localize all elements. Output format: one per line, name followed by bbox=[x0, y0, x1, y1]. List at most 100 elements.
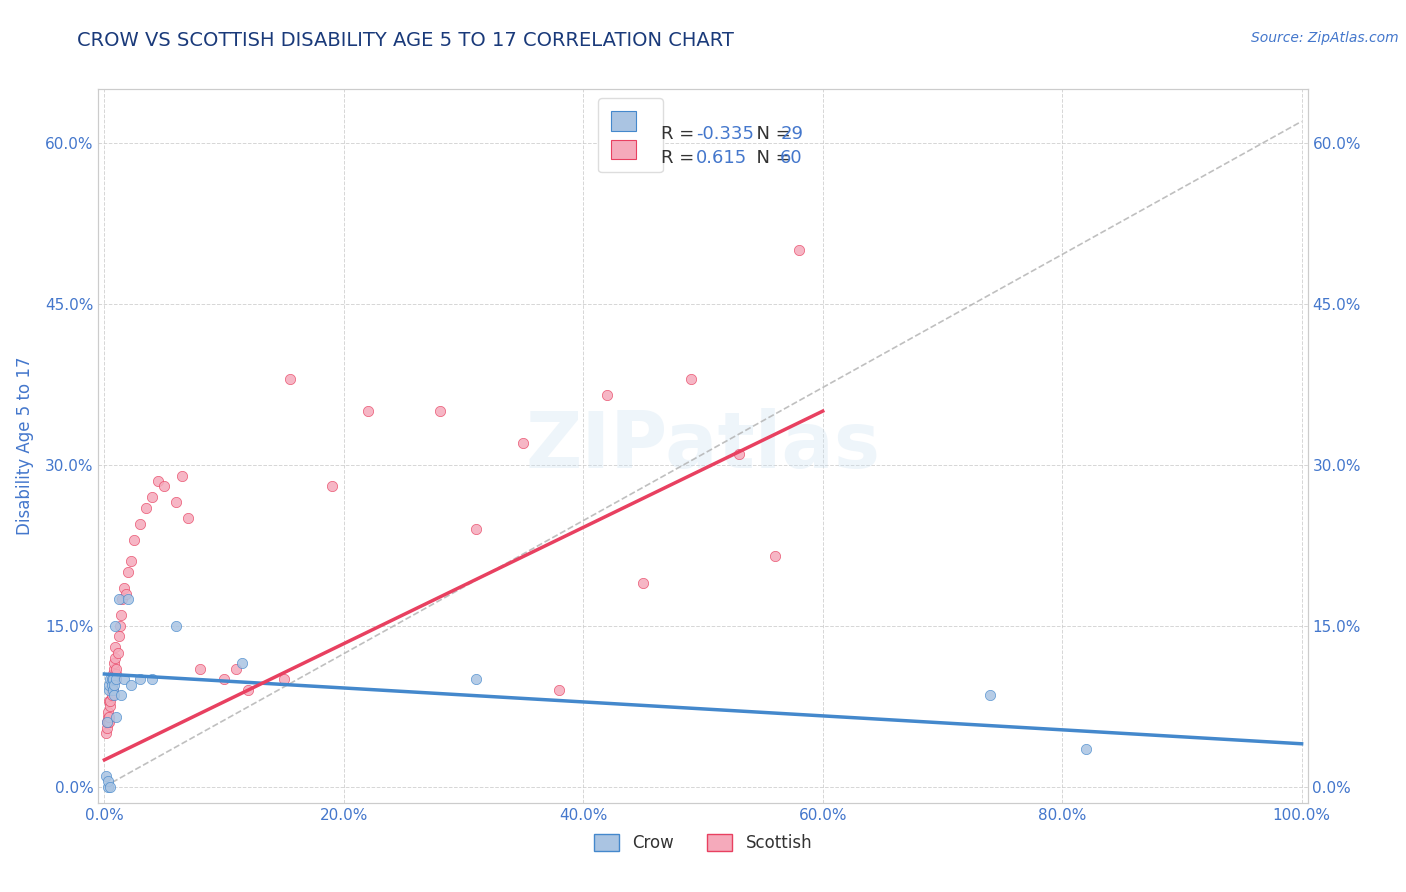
Point bbox=[101, 667, 124, 681]
Text: -0.335: -0.335 bbox=[696, 125, 754, 143]
Point bbox=[153, 479, 176, 493]
Point bbox=[110, 607, 132, 622]
Point bbox=[101, 673, 124, 687]
Point bbox=[321, 479, 343, 493]
Point bbox=[1074, 742, 1097, 756]
Point bbox=[101, 683, 124, 698]
Point bbox=[100, 689, 122, 703]
Point bbox=[97, 705, 120, 719]
Point bbox=[105, 673, 128, 687]
Point bbox=[110, 689, 132, 703]
Point bbox=[104, 651, 127, 665]
Y-axis label: Disability Age 5 to 17: Disability Age 5 to 17 bbox=[15, 357, 34, 535]
Point bbox=[100, 780, 122, 794]
Point bbox=[105, 662, 128, 676]
Point bbox=[278, 372, 301, 386]
Point bbox=[98, 710, 121, 724]
Point bbox=[177, 511, 200, 525]
Point bbox=[225, 662, 247, 676]
Point bbox=[100, 673, 122, 687]
Point bbox=[141, 490, 163, 504]
Text: R =: R = bbox=[661, 149, 700, 167]
Point bbox=[100, 694, 122, 708]
Text: 0.615: 0.615 bbox=[696, 149, 747, 167]
Point bbox=[103, 678, 125, 692]
Point bbox=[631, 575, 654, 590]
Text: N =: N = bbox=[745, 149, 797, 167]
Point bbox=[108, 619, 131, 633]
Point bbox=[115, 586, 138, 600]
Point bbox=[97, 715, 120, 730]
Point bbox=[98, 715, 121, 730]
Point bbox=[94, 769, 117, 783]
Point bbox=[273, 673, 295, 687]
Text: CROW VS SCOTTISH DISABILITY AGE 5 TO 17 CORRELATION CHART: CROW VS SCOTTISH DISABILITY AGE 5 TO 17 … bbox=[77, 31, 734, 50]
Point bbox=[101, 683, 124, 698]
Point bbox=[104, 640, 127, 655]
Point bbox=[103, 689, 125, 703]
Point bbox=[112, 581, 135, 595]
Text: Source: ZipAtlas.com: Source: ZipAtlas.com bbox=[1251, 31, 1399, 45]
Point bbox=[111, 591, 134, 606]
Point bbox=[787, 243, 810, 257]
Point bbox=[97, 710, 120, 724]
Point bbox=[107, 646, 129, 660]
Point bbox=[103, 662, 125, 676]
Point bbox=[96, 721, 118, 735]
Point bbox=[165, 495, 187, 509]
Point bbox=[97, 780, 120, 794]
Text: ZIPatlas: ZIPatlas bbox=[526, 408, 880, 484]
Point bbox=[103, 657, 125, 671]
Point bbox=[105, 673, 128, 687]
Point bbox=[763, 549, 786, 563]
Point bbox=[98, 678, 121, 692]
Point bbox=[96, 715, 118, 730]
Point bbox=[107, 630, 129, 644]
Point bbox=[96, 715, 118, 730]
Point bbox=[135, 500, 157, 515]
Point bbox=[100, 699, 122, 714]
Point bbox=[679, 372, 702, 386]
Point bbox=[512, 436, 534, 450]
Point bbox=[100, 673, 122, 687]
Point bbox=[596, 388, 619, 402]
Point bbox=[98, 683, 121, 698]
Text: 60: 60 bbox=[780, 149, 803, 167]
Point bbox=[117, 565, 139, 579]
Point bbox=[100, 678, 122, 692]
Point bbox=[105, 710, 128, 724]
Text: N =: N = bbox=[745, 125, 797, 143]
Point bbox=[464, 522, 486, 536]
Point bbox=[101, 673, 124, 687]
Point bbox=[129, 673, 152, 687]
Point bbox=[97, 774, 120, 789]
Point bbox=[129, 516, 152, 531]
Legend: Crow, Scottish: Crow, Scottish bbox=[588, 827, 818, 859]
Point bbox=[165, 619, 187, 633]
Point bbox=[100, 683, 122, 698]
Point bbox=[120, 554, 142, 568]
Point bbox=[94, 726, 117, 740]
Point bbox=[105, 667, 128, 681]
Point bbox=[117, 591, 139, 606]
Point bbox=[107, 591, 129, 606]
Point bbox=[100, 673, 122, 687]
Point bbox=[141, 673, 163, 687]
Point bbox=[231, 657, 253, 671]
Point bbox=[120, 678, 142, 692]
Point bbox=[429, 404, 451, 418]
Point bbox=[124, 533, 146, 547]
Text: 29: 29 bbox=[780, 125, 803, 143]
Point bbox=[548, 683, 571, 698]
Text: R =: R = bbox=[661, 125, 700, 143]
Point bbox=[728, 447, 751, 461]
Point bbox=[979, 689, 1001, 703]
Point bbox=[172, 468, 194, 483]
Point bbox=[188, 662, 211, 676]
Point bbox=[98, 694, 121, 708]
Point bbox=[212, 673, 235, 687]
Point bbox=[148, 474, 170, 488]
Point bbox=[236, 683, 259, 698]
Point bbox=[464, 673, 486, 687]
Point bbox=[112, 673, 135, 687]
